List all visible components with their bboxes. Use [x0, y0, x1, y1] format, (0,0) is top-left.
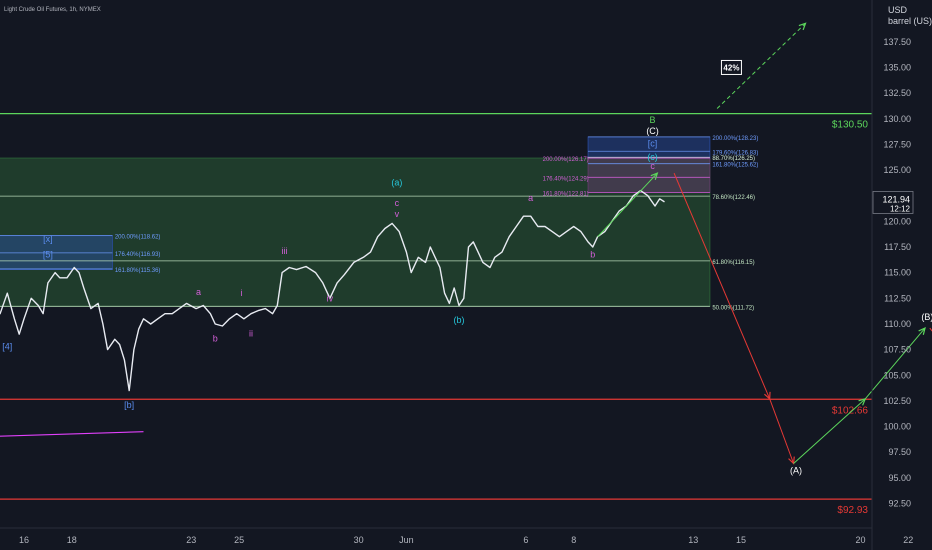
- wave-label-1: [4]: [2, 342, 12, 352]
- y-tick-label-10: 117.50: [884, 242, 911, 252]
- x-tick-label-0: 16: [19, 535, 29, 545]
- unit-label: barrel (US): [888, 16, 932, 26]
- y-tick-label-6: 107.50: [883, 345, 911, 355]
- y-tick-label-16: 132.50: [883, 88, 911, 98]
- y-tick-label-5: 105.00: [883, 370, 911, 380]
- level-label-1: $102.66: [832, 405, 869, 416]
- current-price-countdown: 12:12: [890, 204, 911, 213]
- y-tick-label-14: 127.50: [883, 139, 911, 149]
- x-tick-label-6: 6: [523, 535, 528, 545]
- wave-labels-layer: [3][4][x][5][b]abiiiiiiivcv(a)(b)abc(c)[…: [2, 115, 932, 476]
- chart-title: Light Crude Oil Futures, 1h, NYMEX: [4, 7, 101, 13]
- wave-label-6: b: [213, 333, 218, 343]
- dashed-projection-head: [798, 22, 807, 31]
- wave-label-8: ii: [249, 328, 253, 338]
- y-tick-label-1: 95.00: [888, 473, 911, 483]
- y-tick-label-0: 92.50: [888, 499, 911, 509]
- small-arrow-head: [650, 172, 659, 180]
- wave-label-22: (A): [790, 466, 802, 476]
- percent-box-label: 42%: [723, 63, 739, 72]
- y-tick-label-7: 110.00: [884, 319, 911, 329]
- projection-0-segment-0: [673, 172, 771, 400]
- level-label-0: $130.50: [832, 120, 869, 131]
- wave-label-11: c: [395, 198, 400, 208]
- wave-label-12: v: [395, 209, 400, 219]
- wave-label-23: (B): [921, 312, 932, 322]
- wave-label-2: [x]: [43, 234, 53, 244]
- wave-label-7: i: [240, 288, 242, 298]
- price-series-line: [0, 189, 665, 392]
- y-tick-label-15: 130.00: [883, 114, 911, 124]
- fib-label-9: 161.80%(122.81): [543, 192, 589, 198]
- levels-layer: $130.50 $102.66 $92.93 78.60%(122.46) 61.80%…: [0, 113, 872, 516]
- current-price-box: [872, 191, 914, 214]
- fib-label-1: 61.80%(116.15): [712, 260, 754, 266]
- y-tick-label-9: 115.00: [884, 268, 911, 278]
- x-tick-label-3: 25: [234, 535, 244, 545]
- fib-label-3: 200.00%(128.23): [712, 136, 758, 142]
- wave-label-13: (a): [391, 177, 402, 187]
- y-tick-label-4: 102.50: [883, 396, 911, 406]
- wave-label-18: (c): [647, 152, 658, 162]
- percent-box: [720, 59, 742, 75]
- small-arrow-line: [597, 172, 658, 238]
- level-label-2: $92.93: [837, 505, 868, 516]
- x-tick-label-2: 23: [186, 535, 196, 545]
- fib-label-6: 161.80%(125.62): [712, 163, 758, 169]
- wave-label-9: iii: [282, 246, 288, 256]
- wave-label-19: [c]: [648, 138, 658, 148]
- price-layer: [0, 189, 665, 392]
- zone-band-0: [0, 157, 711, 307]
- x-tick-label-7: 8: [571, 535, 576, 545]
- x-tick-label-5: Jun: [399, 535, 414, 545]
- wave-label-20: (C): [646, 126, 659, 136]
- fib-label-2: 50.00%(111.72): [712, 305, 754, 311]
- x-tick-label-9: 15: [736, 535, 746, 545]
- fib-label-12: 161.80%(115.36): [115, 268, 161, 274]
- y-tick-label-3: 100.00: [883, 422, 911, 432]
- wave-label-5: a: [196, 287, 201, 297]
- x-tick-label-4: 30: [354, 535, 364, 545]
- fib-label-5: 88.70%(126.25): [712, 156, 755, 162]
- y-tick-label-2: 97.50: [888, 447, 911, 457]
- y-tick-label-13: 125.00: [883, 165, 911, 175]
- zones-layer: [0, 136, 711, 307]
- fib-label-10: 200.00%(118.62): [115, 235, 161, 241]
- x-tick-label-8: 13: [688, 535, 698, 545]
- wave-label-17: c: [650, 161, 655, 171]
- fib-label-4: 179.60%(126.83): [712, 150, 758, 156]
- wave-label-21: B: [650, 115, 656, 125]
- wave-label-15: a: [528, 193, 533, 203]
- projection-layer: 42%: [0, 22, 932, 465]
- currency-label: USD: [888, 5, 908, 15]
- fib-label-11: 176.40%(116.93): [115, 252, 161, 258]
- x-tick-label-1: 18: [67, 535, 77, 545]
- fib-label-8: 176.40%(124.29): [543, 176, 589, 182]
- wave-label-10: iv: [327, 293, 334, 303]
- fib-label-0: 78.60%(122.46): [712, 195, 755, 201]
- y-tick-label-17: 135.00: [883, 62, 911, 72]
- zone-band-1: [587, 157, 711, 193]
- y-tick-label-11: 120.00: [883, 216, 911, 226]
- y-tick-label-8: 112.50: [884, 293, 911, 303]
- projection-0-segment-1: [769, 398, 795, 464]
- trend-line-magenta: [0, 431, 144, 437]
- x-tick-label-10: 20: [855, 535, 865, 545]
- wave-label-4: [b]: [124, 400, 134, 410]
- wave-label-16: b: [590, 249, 595, 259]
- wave-label-3: [5]: [43, 249, 53, 259]
- x-tick-label-11: 22: [903, 535, 913, 545]
- projection-1-arrowhead-1: [918, 326, 926, 335]
- wave-label-14: (b): [453, 315, 464, 325]
- current-price-value: 121.94: [882, 194, 910, 204]
- y-tick-label-18: 137.50: [883, 37, 911, 47]
- fib-label-7: 200.00%(126.17): [543, 157, 589, 163]
- projection-1-segment-0: [793, 398, 866, 464]
- projection-1-segment-1: [864, 327, 926, 400]
